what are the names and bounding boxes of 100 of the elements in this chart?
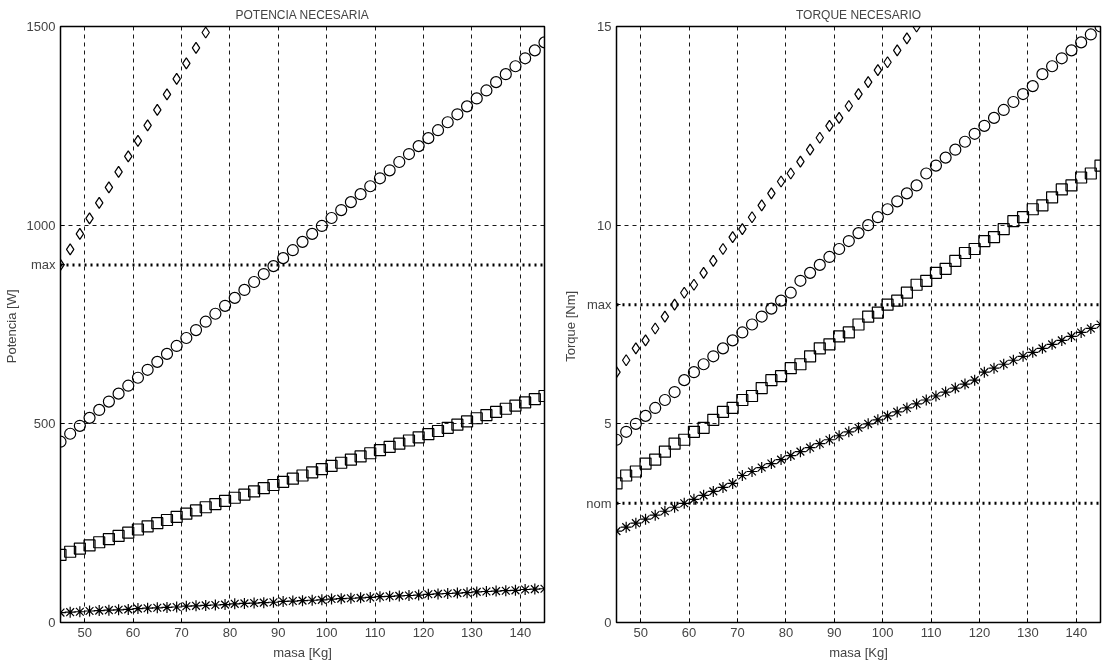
point — [451, 418, 464, 431]
point — [804, 350, 817, 363]
x-tick-label: 140 — [1065, 624, 1088, 640]
point — [248, 596, 261, 610]
point — [441, 116, 454, 129]
point — [987, 230, 1001, 244]
point — [668, 385, 681, 399]
point — [755, 310, 768, 323]
point — [1016, 350, 1030, 363]
point — [286, 594, 299, 608]
point — [1075, 326, 1088, 339]
point — [218, 494, 232, 508]
point — [794, 358, 807, 371]
point — [373, 172, 387, 185]
point — [629, 417, 642, 430]
point — [1036, 199, 1049, 212]
point — [786, 167, 796, 180]
point — [228, 291, 241, 304]
point — [151, 601, 164, 614]
point — [1065, 330, 1078, 343]
x-tick-label: 90 — [271, 624, 286, 640]
point — [402, 147, 416, 161]
point — [315, 219, 328, 233]
point — [112, 603, 125, 616]
point — [112, 387, 125, 400]
point — [470, 92, 483, 105]
point — [900, 187, 913, 200]
point — [480, 84, 493, 97]
point — [151, 517, 164, 530]
point — [1007, 354, 1020, 367]
point — [104, 181, 114, 194]
point — [697, 421, 710, 434]
point — [102, 532, 115, 546]
point — [141, 363, 154, 376]
point — [987, 362, 1001, 375]
point — [668, 501, 681, 514]
point — [296, 469, 309, 482]
point — [910, 278, 923, 291]
point — [364, 180, 377, 193]
point — [949, 381, 962, 395]
point — [871, 413, 884, 426]
point — [794, 445, 807, 458]
point — [900, 286, 913, 299]
point — [920, 167, 933, 180]
point — [122, 603, 135, 616]
x-tick-label: 130 — [1017, 624, 1039, 640]
point — [697, 358, 710, 371]
point — [833, 242, 846, 256]
point — [162, 88, 172, 101]
point — [480, 408, 493, 422]
point — [1007, 95, 1020, 109]
point — [687, 493, 701, 506]
point — [852, 318, 865, 331]
point — [1046, 60, 1059, 73]
point — [639, 457, 652, 470]
point — [393, 589, 406, 602]
point — [958, 246, 972, 260]
point — [929, 159, 943, 172]
point — [804, 441, 817, 454]
point — [620, 521, 633, 534]
x-tick-label: 50 — [633, 624, 648, 640]
point — [528, 393, 541, 406]
point — [660, 310, 670, 323]
point — [306, 466, 319, 479]
point — [1065, 179, 1078, 192]
point — [131, 523, 145, 536]
point — [813, 437, 826, 450]
point — [1016, 211, 1030, 224]
point — [286, 244, 299, 257]
point — [470, 412, 483, 425]
x-tick-label: 140 — [509, 624, 532, 640]
point — [862, 310, 875, 323]
point — [402, 589, 416, 602]
point — [629, 517, 642, 530]
point — [620, 469, 633, 482]
point — [441, 421, 454, 434]
point — [267, 478, 280, 492]
point — [997, 223, 1010, 236]
point — [902, 32, 912, 45]
point — [122, 379, 135, 392]
point — [929, 266, 943, 279]
point — [267, 260, 280, 273]
point — [658, 393, 671, 407]
point — [94, 196, 104, 210]
ref-line-label: max — [30, 257, 56, 273]
point — [949, 254, 962, 268]
point — [881, 203, 894, 216]
point — [499, 402, 512, 415]
point — [238, 488, 251, 501]
x-tick-label: 70 — [174, 624, 189, 640]
point — [122, 526, 135, 539]
point — [93, 604, 106, 617]
point — [141, 520, 154, 533]
point — [218, 299, 232, 312]
point — [160, 347, 174, 360]
point — [891, 405, 904, 419]
x-tick-label: 80 — [778, 624, 794, 640]
point — [470, 585, 483, 599]
point — [650, 322, 660, 335]
point — [170, 510, 183, 523]
